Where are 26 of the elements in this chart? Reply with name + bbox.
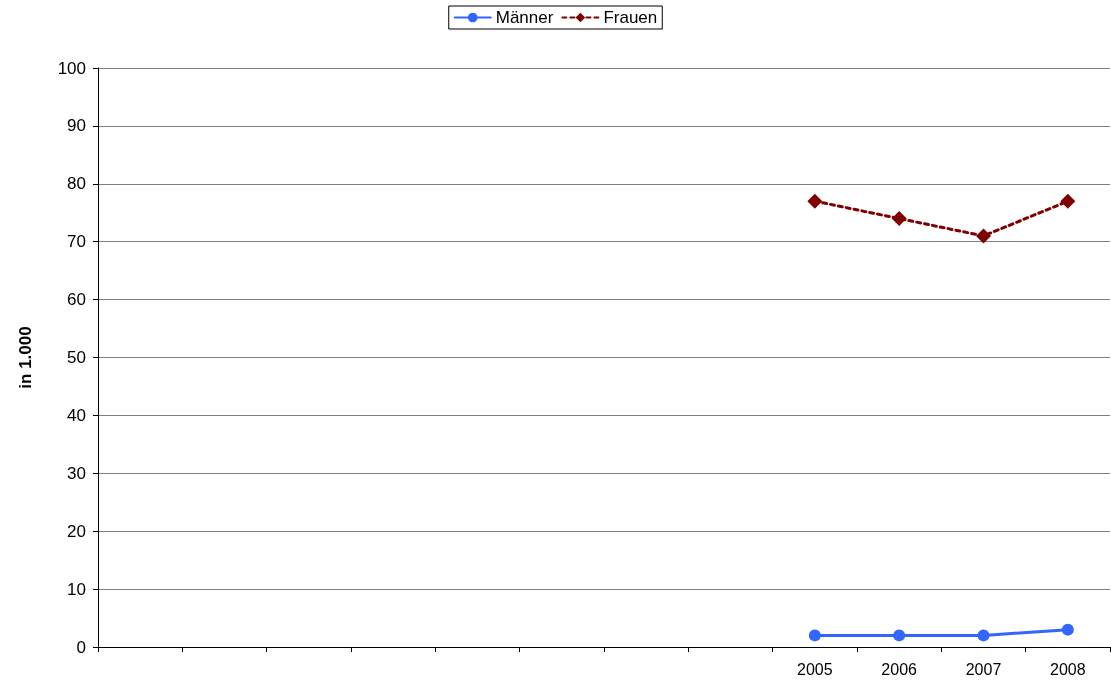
legend-label: Frauen	[603, 8, 658, 27]
y-tick-label: 60	[67, 290, 86, 310]
point	[1061, 623, 1074, 636]
y-tick-label: 0	[76, 637, 86, 657]
point	[891, 211, 907, 227]
y-tick-label: 90	[67, 116, 86, 136]
y-tick-label: 30	[67, 463, 86, 483]
legend-label: Männer	[495, 8, 554, 27]
y-tick-label: 20	[67, 521, 86, 541]
point	[808, 629, 821, 642]
point	[977, 629, 990, 642]
y-tick-label: 70	[67, 232, 86, 252]
x-tick-label: 2007	[965, 660, 1002, 678]
y-tick-label: 100	[57, 58, 86, 78]
y-tick-label: 80	[67, 174, 86, 194]
point	[1060, 193, 1076, 209]
x-tick-label: 2005	[797, 660, 833, 678]
y-tick-label: 40	[67, 405, 86, 425]
point	[976, 228, 991, 244]
y-tick-label: 50	[67, 348, 86, 367]
y-axis-title: in 1.000	[16, 326, 35, 389]
x-tick-label: 2008	[1050, 660, 1086, 678]
y-tick-label: 10	[67, 579, 86, 599]
point	[893, 629, 906, 642]
point	[807, 193, 823, 209]
x-tick-label: 2006	[881, 660, 918, 678]
